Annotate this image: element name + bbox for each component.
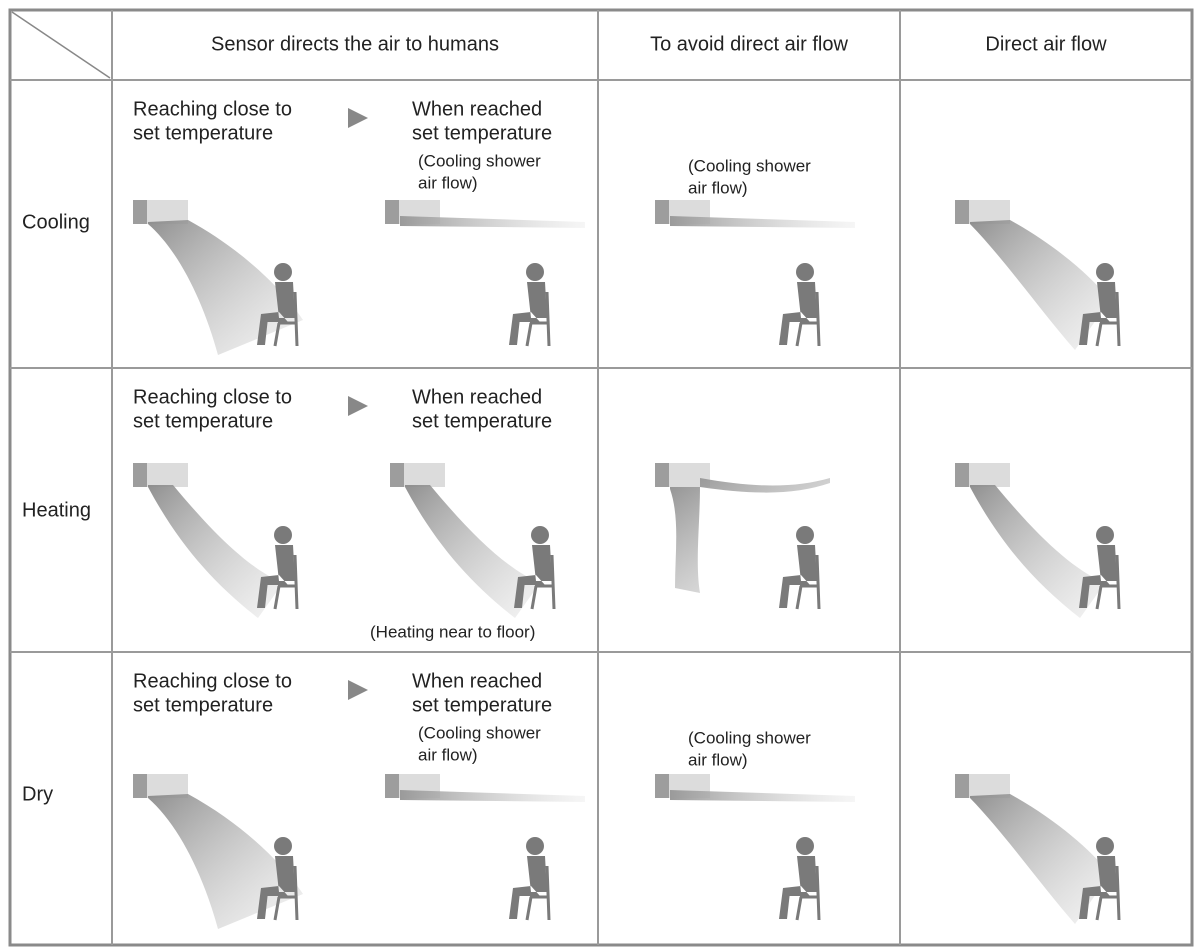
ac-unit-side bbox=[385, 774, 399, 798]
chair bbox=[795, 291, 821, 347]
person-body bbox=[1079, 282, 1117, 345]
row-label: Cooling bbox=[22, 211, 90, 233]
flow-note: (Cooling shower bbox=[688, 728, 811, 747]
air-flow bbox=[670, 790, 855, 802]
column-header: Direct air flow bbox=[985, 33, 1107, 55]
chair bbox=[525, 865, 551, 921]
stage-label: When reached bbox=[412, 670, 542, 692]
chair bbox=[1095, 291, 1121, 347]
person-head bbox=[796, 263, 814, 281]
ac-unit-side bbox=[955, 200, 969, 224]
ac-unit-side bbox=[655, 774, 669, 798]
stage-label: set temperature bbox=[412, 694, 552, 716]
corner-diagonal bbox=[11, 11, 111, 79]
flow-note: (Cooling shower bbox=[688, 156, 811, 175]
ac-unit-side bbox=[133, 200, 147, 224]
flow-note: (Heating near to floor) bbox=[370, 622, 535, 641]
person-body bbox=[779, 282, 817, 345]
air-flow bbox=[970, 220, 1110, 350]
person-head bbox=[526, 837, 544, 855]
stage-label: Reaching close to bbox=[133, 98, 292, 120]
stage-label: set temperature bbox=[133, 122, 273, 144]
person-body bbox=[1079, 856, 1117, 919]
person-body bbox=[514, 545, 552, 608]
ac-unit-side bbox=[655, 463, 669, 487]
column-header: To avoid direct air flow bbox=[650, 33, 848, 55]
arrow bbox=[348, 108, 368, 128]
air-flow bbox=[400, 216, 585, 228]
person-body bbox=[509, 856, 547, 919]
flow-note: air flow) bbox=[688, 750, 748, 769]
air-flow bbox=[970, 485, 1105, 618]
air-flow bbox=[148, 485, 283, 618]
ac-unit-side bbox=[133, 463, 147, 487]
air-flow bbox=[670, 216, 855, 228]
air-flow bbox=[400, 790, 585, 802]
stage-label: set temperature bbox=[133, 410, 273, 432]
person-body bbox=[509, 282, 547, 345]
ac-unit-side bbox=[655, 200, 669, 224]
flow-note: air flow) bbox=[418, 173, 478, 192]
stage-label: set temperature bbox=[412, 410, 552, 432]
person-body bbox=[779, 856, 817, 919]
chair bbox=[273, 554, 299, 610]
chair bbox=[525, 291, 551, 347]
person-head bbox=[274, 526, 292, 544]
chair bbox=[530, 554, 556, 610]
person-head bbox=[1096, 837, 1114, 855]
chair bbox=[1095, 554, 1121, 610]
air-flow bbox=[970, 794, 1110, 924]
chair bbox=[273, 291, 299, 347]
stage-label: set temperature bbox=[133, 694, 273, 716]
ac-unit-side bbox=[955, 774, 969, 798]
flow-note: air flow) bbox=[418, 745, 478, 764]
row-label: Dry bbox=[22, 783, 53, 805]
person-body bbox=[257, 282, 295, 345]
air-flow bbox=[670, 478, 830, 593]
stage-label: Reaching close to bbox=[133, 670, 292, 692]
flow-note: (Cooling shower bbox=[418, 723, 541, 742]
chair bbox=[795, 554, 821, 610]
person-head bbox=[1096, 526, 1114, 544]
stage-label: Reaching close to bbox=[133, 386, 292, 408]
chair bbox=[795, 865, 821, 921]
person-head bbox=[526, 263, 544, 281]
person-head bbox=[1096, 263, 1114, 281]
person-body bbox=[257, 545, 295, 608]
flow-note: (Cooling shower bbox=[418, 151, 541, 170]
stage-label: set temperature bbox=[412, 122, 552, 144]
person-body bbox=[257, 856, 295, 919]
person-head bbox=[274, 837, 292, 855]
chair bbox=[273, 865, 299, 921]
row-label: Heating bbox=[22, 499, 91, 521]
flow-note: air flow) bbox=[688, 178, 748, 197]
arrow bbox=[348, 680, 368, 700]
person-head bbox=[796, 526, 814, 544]
person-head bbox=[274, 263, 292, 281]
ac-unit-side bbox=[390, 463, 404, 487]
ac-unit-side bbox=[133, 774, 147, 798]
chair bbox=[1095, 865, 1121, 921]
person-head bbox=[796, 837, 814, 855]
column-header: Sensor directs the air to humans bbox=[211, 33, 499, 55]
air-flow bbox=[405, 485, 540, 618]
ac-unit-side bbox=[955, 463, 969, 487]
person-body bbox=[1079, 545, 1117, 608]
arrow bbox=[348, 396, 368, 416]
person-body bbox=[779, 545, 817, 608]
stage-label: When reached bbox=[412, 98, 542, 120]
person-head bbox=[531, 526, 549, 544]
ac-unit-side bbox=[385, 200, 399, 224]
stage-label: When reached bbox=[412, 386, 542, 408]
